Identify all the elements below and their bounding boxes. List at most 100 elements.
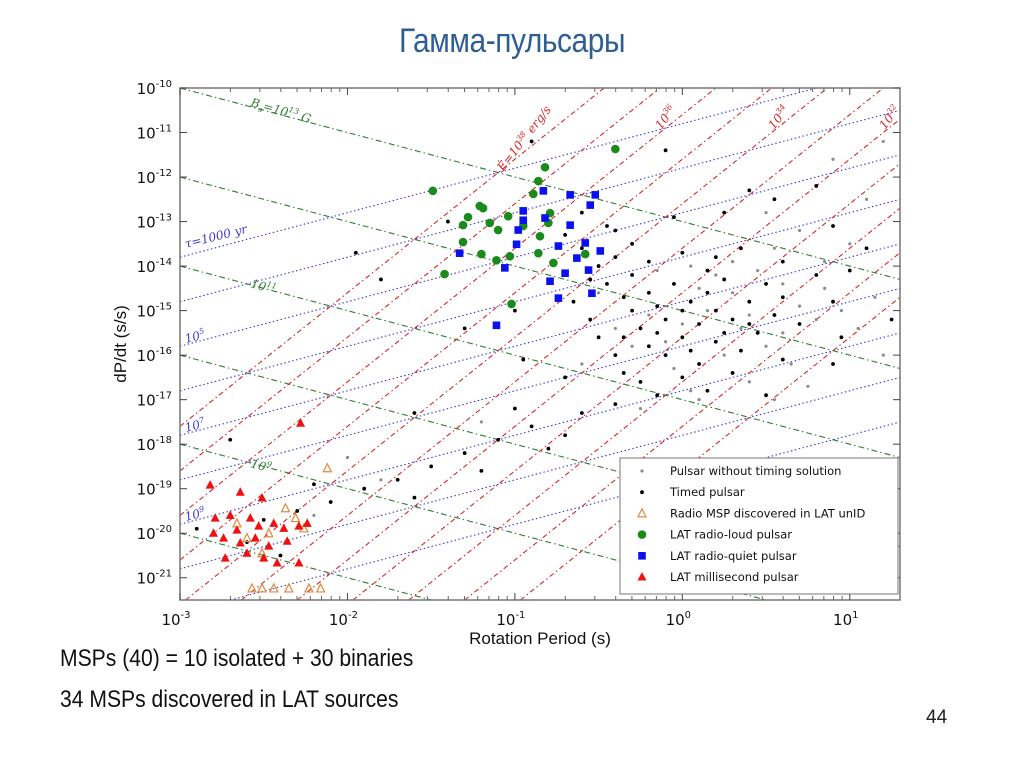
lat-radio-quiet-pulsar-point xyxy=(455,249,464,257)
lat-radio-quiet-pulsar-point xyxy=(554,242,563,250)
timed-pulsar-point xyxy=(814,184,819,188)
pulsar-without-timing-solution-point xyxy=(479,420,483,424)
pulsar-without-timing-solution-point xyxy=(739,326,743,331)
timed-pulsar-point xyxy=(722,277,727,282)
edot-label: 10^34 xyxy=(765,102,793,131)
age-label: 10^9 xyxy=(183,504,206,524)
pulsar-without-timing-solution-point xyxy=(312,513,316,518)
y-tick-label: 10-21 xyxy=(137,569,172,588)
b-field-label: 10^9 xyxy=(249,455,273,475)
timed-pulsar-point xyxy=(688,348,693,353)
pulsar-without-timing-solution-point xyxy=(647,313,651,317)
b-field-line xyxy=(180,88,900,280)
legend-label: LAT radio-loud pulsar xyxy=(670,528,792,542)
lat-radio-loud-pulsar-point xyxy=(428,186,438,196)
timed-pulsar-point xyxy=(764,281,768,286)
legend-label: Pulsar without timing solution xyxy=(670,464,841,478)
axis-ticks: 10-3 10-2 10-1 100 101 10-10 10-11 10-12 10-13 10… xyxy=(137,79,900,629)
x-tick-label: 10-3 xyxy=(161,610,190,629)
pulsar-without-timing-solution-point xyxy=(597,291,601,295)
edot-line xyxy=(520,296,900,600)
edot-line xyxy=(241,88,884,600)
pulsar-without-timing-solution-point xyxy=(797,228,802,233)
lat-radio-quiet-pulsar-point xyxy=(519,207,528,215)
legend-marker-icon xyxy=(640,490,644,495)
age-line xyxy=(180,332,900,525)
lat-millisecond-pulsar-point xyxy=(235,538,245,547)
lat-radio-quiet-pulsar-point xyxy=(541,214,549,222)
pulsar-without-timing-solution-point xyxy=(730,291,735,295)
plot-frame xyxy=(179,87,901,601)
lat-radio-quiet-pulsar-point xyxy=(514,226,523,234)
lat-radio-quiet-pulsar-point xyxy=(539,187,548,195)
y-axis-label: dP/dt (s/s) xyxy=(111,305,130,382)
pulsar-without-timing-solution-point xyxy=(638,406,643,411)
lat-millisecond-pulsar-point xyxy=(232,525,242,534)
legend-label: Timed pulsar xyxy=(669,485,745,499)
radio-msp-discovered-in-lat-unid-point xyxy=(283,582,294,593)
lat-radio-loud-pulsar-point xyxy=(458,237,468,247)
b-field-label: B_s=10^13 G xyxy=(248,94,314,128)
radio-msp-discovered-in-lat-unid-point xyxy=(242,532,252,543)
timed-pulsar-point xyxy=(462,451,467,455)
timed-pulsar-point xyxy=(814,273,819,277)
timed-pulsar-point xyxy=(278,553,283,558)
pulsar-without-timing-solution-point xyxy=(781,282,785,286)
timed-pulsar-point xyxy=(680,308,685,313)
timed-pulsar-point xyxy=(295,509,300,513)
lat-radio-loud-pulsar-point xyxy=(440,269,449,279)
y-tick-label: 10-11 xyxy=(137,124,172,143)
lat-radio-quiet-pulsar-point xyxy=(588,289,596,298)
timed-pulsar-point xyxy=(379,277,383,282)
age-line xyxy=(180,376,900,570)
timed-pulsar-point xyxy=(680,250,685,255)
timed-pulsar-point xyxy=(630,308,634,313)
lat-radio-quiet-pulsar-point xyxy=(546,277,554,286)
timed-pulsar-point xyxy=(831,362,835,366)
pulsar-without-timing-solution-point xyxy=(831,157,835,161)
edot-line xyxy=(408,207,900,600)
pulsar-without-timing-solution-point xyxy=(881,139,885,144)
lat-radio-loud-pulsar-point xyxy=(477,249,486,259)
edot-line xyxy=(180,88,717,516)
lat-millisecond-pulsar-point xyxy=(225,510,235,519)
timed-pulsar-point xyxy=(579,411,584,415)
lat-millisecond-pulsar-point xyxy=(210,513,220,522)
timed-pulsar-point xyxy=(521,357,526,362)
timed-pulsar-point xyxy=(889,317,894,322)
timed-pulsar-point xyxy=(722,330,727,335)
pulsar-without-timing-solution-point xyxy=(823,286,827,290)
age-line xyxy=(180,243,900,436)
edot-label: 10^36 xyxy=(652,102,680,131)
legend-marker-icon xyxy=(637,572,647,581)
timed-pulsar-point xyxy=(839,335,844,340)
pulsar-without-timing-solution-point xyxy=(764,211,768,215)
timed-pulsar-point xyxy=(353,250,358,255)
lat-radio-quiet-pulsar-point xyxy=(584,266,593,274)
timed-pulsar-point xyxy=(780,259,785,264)
timed-pulsar-point xyxy=(797,322,802,326)
timed-pulsar-point xyxy=(672,215,676,220)
timed-pulsar-point xyxy=(739,246,743,251)
lat-millisecond-pulsar-point xyxy=(294,558,304,567)
timed-pulsar-point xyxy=(194,526,199,531)
pulsar-without-timing-solution-point xyxy=(839,309,843,313)
lat-radio-quiet-pulsar-point xyxy=(512,240,521,249)
timed-pulsar-point xyxy=(747,188,752,193)
radio-msp-discovered-in-lat-unid-point xyxy=(315,582,326,593)
bullet-msp-discovered: 34 MSPs discovered in LAT sources xyxy=(60,686,399,713)
pulsar-without-timing-solution-point xyxy=(697,398,701,402)
lat-radio-loud-pulsar-point xyxy=(580,249,590,259)
b-field-label: 10^11 xyxy=(249,275,278,296)
lat-millisecond-pulsar-point xyxy=(294,521,304,530)
age-line xyxy=(180,109,900,303)
lat-radio-loud-pulsar-point xyxy=(529,189,538,199)
age-label: 10^5 xyxy=(183,326,206,346)
pulsar-without-timing-solution-point xyxy=(730,260,735,264)
pulsar-without-timing-solution-point xyxy=(705,309,710,313)
timed-pulsar-point xyxy=(429,464,434,469)
timed-pulsar-point xyxy=(588,277,593,282)
timed-pulsar-point xyxy=(722,210,727,215)
age-label: τ=1000 yr xyxy=(183,222,249,251)
